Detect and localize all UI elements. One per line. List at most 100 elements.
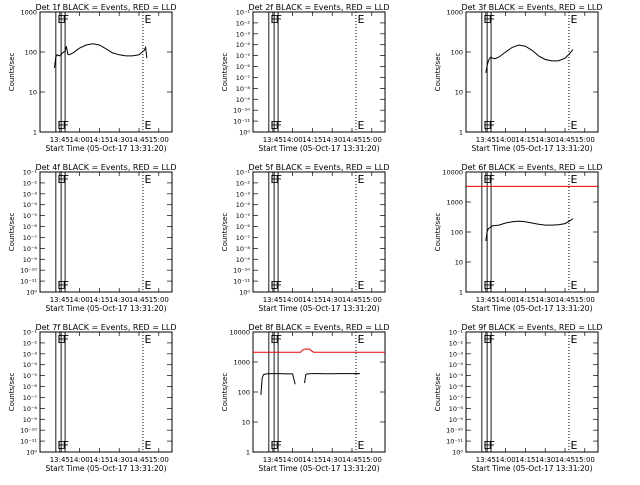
y-tick-label: 10⁻¹: [449, 329, 464, 337]
y-tick-label: 10⁻¹: [23, 169, 38, 177]
y-axis-label: Counts/sec: [8, 213, 16, 252]
event-marker-label: F: [276, 279, 282, 292]
x-tick-label: 14:15: [302, 456, 322, 464]
x-tick-label: 15:00: [149, 296, 169, 304]
event-marker-label: F: [276, 173, 282, 186]
x-tick-label: 13:45: [263, 456, 283, 464]
y-tick-label: 10⁻³: [449, 350, 464, 358]
detector-panel: Det 9f BLACK = Events, RED = LLD Start Ti…: [434, 323, 603, 473]
x-tick-label: 14:15: [515, 136, 535, 144]
y-axis-label: Counts/sec: [434, 53, 442, 92]
y-tick-label: 10⁻¹⁰: [233, 267, 250, 275]
plot-frame: [39, 171, 173, 293]
y-tick-label: 10⁻¹⁰: [20, 267, 37, 275]
x-tick-label: 13:45: [50, 136, 70, 144]
y-tick-label: 100: [451, 49, 463, 57]
y-tick-label: 10⁻⁵: [23, 372, 38, 380]
event-marker-label: E: [570, 439, 577, 452]
plot-title: Det 2f BLACK = Events, RED = LLD: [248, 3, 389, 12]
y-tick-label: 10⁻⁸: [23, 245, 38, 253]
x-tick-label: 14:30: [109, 296, 129, 304]
plot-frame: [252, 11, 386, 133]
x-axis-label: Start Time (05-Oct-17 13:31:20): [471, 304, 592, 313]
y-tick-label: 10⁻⁶: [236, 223, 251, 231]
x-tick-label: 13:45: [476, 296, 496, 304]
plot-title: Det 7f BLACK = Events, RED = LLD: [35, 323, 176, 332]
detector-panel: Det 6f BLACK = Events, RED = LLD Start Ti…: [434, 163, 603, 313]
y-tick-label: 10⁻¹¹: [20, 278, 37, 286]
y-tick-label: 10⁻¹: [23, 329, 38, 337]
y-tick-label: 100: [25, 49, 37, 57]
x-tick-label: 15:00: [362, 136, 382, 144]
x-tick-label: 15:00: [149, 456, 169, 464]
x-tick-label: 14:15: [89, 296, 109, 304]
y-tick-label: 10⁻⁹: [236, 256, 251, 264]
event-marker-label: F: [276, 119, 282, 132]
y-tick-label: 1000: [20, 9, 37, 17]
x-tick-label: 14:15: [89, 456, 109, 464]
x-tick-label: 14:00: [496, 456, 516, 464]
y-tick-label: 10: [29, 89, 37, 97]
x-tick-label: 15:00: [575, 456, 595, 464]
y-tick-label: 10⁻⁸: [236, 85, 251, 93]
event-marker-label: F: [489, 439, 495, 452]
x-axis-label: Start Time (05-Oct-17 13:31:20): [45, 464, 166, 473]
event-marker-label: F: [63, 173, 69, 186]
event-marker-label: E: [144, 173, 151, 186]
event-marker-label: F: [63, 333, 69, 346]
y-tick-label: 10⁻²: [236, 19, 251, 27]
plot-frame: [39, 11, 173, 133]
event-marker-label: E: [357, 13, 364, 26]
event-marker-label: F: [63, 279, 69, 292]
y-tick-label: 10: [455, 89, 463, 97]
x-axis-label: Start Time (05-Oct-17 13:31:20): [258, 144, 379, 153]
event-marker-label: F: [489, 333, 495, 346]
y-tick-label: 10⁻⁸: [449, 405, 464, 413]
y-tick-label: 10000: [229, 329, 250, 337]
x-tick-label: 14:45: [555, 456, 575, 464]
x-tick-label: 14:30: [109, 136, 129, 144]
x-tick-label: 14:45: [555, 136, 575, 144]
event-marker-label: F: [489, 173, 495, 186]
x-axis-label: Start Time (05-Oct-17 13:31:20): [471, 464, 592, 473]
event-marker-label: E: [357, 173, 364, 186]
events-series-line: [260, 373, 296, 395]
y-tick-label: 10⁻⁴: [236, 41, 251, 49]
x-tick-label: 13:45: [50, 296, 70, 304]
y-tick-label: 10⁻¹¹: [233, 118, 250, 126]
x-tick-label: 14:00: [283, 296, 303, 304]
y-tick-label: 10⁻⁵: [23, 212, 38, 220]
events-series-line: [485, 218, 574, 242]
x-tick-label: 15:00: [575, 296, 595, 304]
x-tick-label: 14:30: [109, 456, 129, 464]
event-marker-label: E: [357, 333, 364, 346]
x-tick-label: 14:00: [70, 296, 90, 304]
y-tick-label: 10: [455, 259, 463, 267]
x-tick-label: 14:30: [322, 296, 342, 304]
y-tick-label: 10⁻¹¹: [446, 438, 463, 446]
x-tick-label: 14:00: [283, 456, 303, 464]
event-marker-label: F: [276, 439, 282, 452]
y-tick-label: 10: [242, 419, 250, 427]
x-axis-label: Start Time (05-Oct-17 13:31:20): [258, 304, 379, 313]
y-tick-label: 10⁻¹⁰: [233, 107, 250, 115]
x-tick-label: 14:15: [89, 136, 109, 144]
y-axis-label: Counts/sec: [8, 373, 16, 412]
y-tick-label: 10⁻²: [236, 179, 251, 187]
x-tick-label: 15:00: [575, 136, 595, 144]
y-tick-label: 10⁻⁶: [23, 383, 38, 391]
detector-panel: Det 2f BLACK = Events, RED = LLD Start Ti…: [221, 3, 390, 153]
y-tick-label: 10⁻¹¹: [20, 438, 37, 446]
detector-panel: Det 8f BLACK = Events, RED = LLD Start Ti…: [221, 323, 390, 473]
y-tick-label: 10⁻⁸: [23, 405, 38, 413]
event-marker-label: E: [144, 119, 151, 132]
y-tick-label: 1000: [233, 359, 250, 367]
y-tick-label: 10⁻⁹: [236, 96, 251, 104]
y-tick-label: 10⁻⁶: [236, 63, 251, 71]
y-tick-label: 10⁰: [452, 449, 463, 457]
x-tick-label: 14:45: [342, 456, 362, 464]
detector-panel: Det 4f BLACK = Events, RED = LLD Start Ti…: [8, 163, 177, 313]
x-tick-label: 14:00: [283, 136, 303, 144]
